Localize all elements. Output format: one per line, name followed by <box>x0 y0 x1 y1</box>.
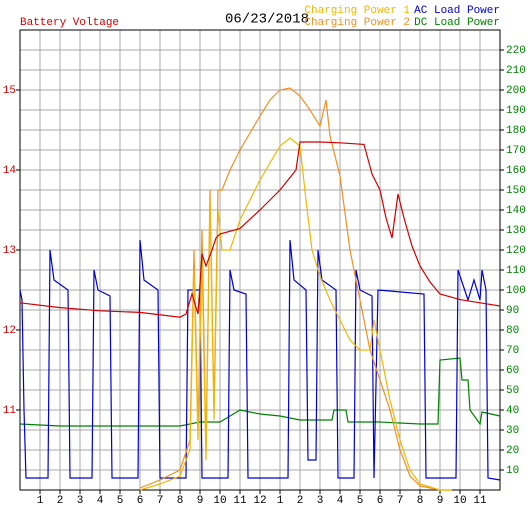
x-tick-label: 9 <box>197 495 204 507</box>
y-tick-label: 12 <box>3 325 16 337</box>
x-tick-label: 11 <box>233 495 247 507</box>
legend-label: Charging Power 1 <box>304 5 410 17</box>
x-tick-label: 9 <box>437 495 444 507</box>
x-tick-label: 10 <box>213 495 226 507</box>
y2-tick-label: 60 <box>506 365 519 377</box>
y2-tick-label: 200 <box>506 85 526 97</box>
x-tick-label: 6 <box>377 495 384 507</box>
legend-label: DC Load Power <box>414 17 500 29</box>
y-tick-label: 11 <box>3 405 17 417</box>
legend-label: Battery Voltage <box>20 17 119 29</box>
y2-tick-label: 20 <box>506 445 519 457</box>
series-line <box>19 239 501 481</box>
x-tick-label: 10 <box>453 495 466 507</box>
y2-tick-label: 50 <box>506 385 519 397</box>
x-tick-label: 2 <box>57 495 64 507</box>
y-tick-label: 13 <box>3 245 16 257</box>
y2-tick-label: 80 <box>506 325 519 337</box>
y2-tick-label: 140 <box>506 205 526 217</box>
y-tick-label: 15 <box>3 85 16 97</box>
x-tick-label: 7 <box>157 495 164 507</box>
y2-tick-label: 110 <box>506 265 526 277</box>
x-tick-label: 12 <box>253 495 266 507</box>
y2-tick-label: 180 <box>506 125 526 137</box>
x-tick-label: 1 <box>37 495 44 507</box>
x-tick-label: 1 <box>277 495 284 507</box>
x-tick-label: 7 <box>397 495 404 507</box>
y2-tick-label: 220 <box>506 45 526 57</box>
x-tick-label: 3 <box>77 495 84 507</box>
y2-tick-label: 40 <box>506 405 519 417</box>
x-tick-label: 8 <box>417 495 424 507</box>
y2-tick-label: 210 <box>506 65 526 77</box>
series-line <box>139 137 452 491</box>
x-tick-label: 2 <box>297 495 304 507</box>
x-tick-label: 5 <box>357 495 364 507</box>
y2-tick-label: 100 <box>506 285 526 297</box>
y2-tick-label: 150 <box>506 185 526 197</box>
x-tick-label: 5 <box>117 495 124 507</box>
y2-tick-label: 190 <box>506 105 526 117</box>
x-tick-label: 4 <box>337 495 344 507</box>
series-line <box>19 141 501 318</box>
x-tick-label: 8 <box>177 495 184 507</box>
y2-tick-label: 70 <box>506 345 519 357</box>
y2-tick-label: 30 <box>506 425 519 437</box>
legend-label: AC Load Power <box>414 5 500 17</box>
x-tick-label: 4 <box>97 495 104 507</box>
y2-tick-label: 170 <box>506 145 526 157</box>
y2-tick-label: 90 <box>506 305 519 317</box>
plot-frame <box>19 29 501 491</box>
chart-title: 06/23/2018 <box>225 12 309 28</box>
y-tick-label: 14 <box>3 165 17 177</box>
y2-tick-label: 120 <box>506 245 526 257</box>
legend-label: Charging Power 2 <box>304 17 410 29</box>
x-tick-label: 11 <box>473 495 487 507</box>
y2-tick-label: 160 <box>506 165 526 177</box>
x-tick-label: 6 <box>137 495 144 507</box>
x-tick-label: 3 <box>317 495 324 507</box>
y2-tick-label: 10 <box>506 465 519 477</box>
y2-tick-label: 130 <box>506 225 526 237</box>
